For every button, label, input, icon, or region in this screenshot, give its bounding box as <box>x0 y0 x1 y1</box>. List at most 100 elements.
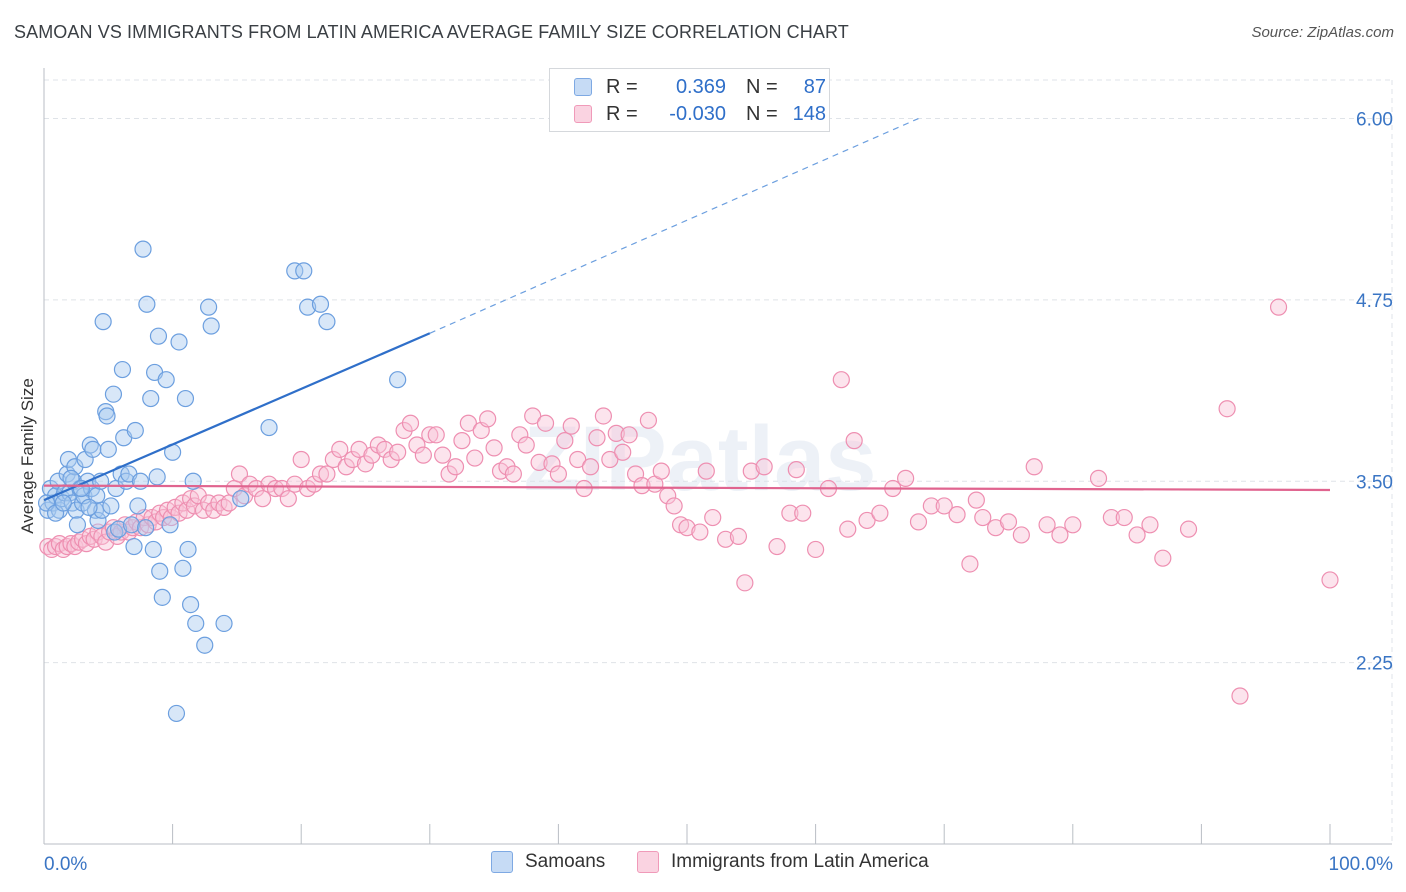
immigrants-point <box>999 513 1018 531</box>
samoans-point <box>122 516 141 534</box>
samoans-point <box>93 501 111 519</box>
immigrants-point <box>266 479 285 498</box>
y-tick-label: 6.00 <box>1356 110 1393 131</box>
immigrants-point <box>1141 516 1159 534</box>
samoans-point <box>295 262 313 280</box>
n-label: N = <box>746 75 778 98</box>
samoans-point <box>153 588 171 606</box>
samoans-point <box>98 407 116 425</box>
samoans-point <box>68 516 87 534</box>
immigrants-point <box>543 455 561 473</box>
source-note: Source: ZipAtlas.com <box>1251 24 1394 41</box>
immigrants-label: Immigrants from Latin America <box>671 851 929 872</box>
immigrants-point <box>858 511 876 530</box>
n-value: 148 <box>792 102 826 125</box>
samoans-point <box>126 421 144 440</box>
samoans-point <box>109 520 128 538</box>
immigrants-point <box>318 465 336 483</box>
immigrants-point <box>755 458 773 476</box>
immigrants-point <box>768 537 786 556</box>
immigrants-point <box>1064 516 1082 534</box>
immigrants-point <box>517 436 535 454</box>
immigrants-point <box>247 479 265 498</box>
immigrants-point <box>1321 571 1339 589</box>
immigrants-point <box>806 540 825 559</box>
samoans-point <box>102 497 120 515</box>
immigrants-point <box>453 432 471 450</box>
samoans-trend-extension <box>429 117 919 334</box>
samoans-trend-line <box>43 332 431 502</box>
immigrants-point <box>504 465 522 483</box>
immigrants-point <box>614 443 632 461</box>
immigrants-point <box>389 443 407 461</box>
immigrants-point <box>530 453 548 472</box>
trend-lines <box>43 117 1331 502</box>
immigrants-point <box>286 475 304 493</box>
x-tick-label-min: 0.0% <box>44 854 87 875</box>
immigrants-point <box>1231 687 1249 705</box>
immigrants-point <box>230 465 249 483</box>
samoans-point <box>311 295 330 313</box>
immigrants-point <box>787 461 805 479</box>
samoans-point <box>157 371 175 389</box>
samoans-point <box>389 371 407 389</box>
immigrants-point <box>511 426 529 444</box>
immigrants-point <box>601 450 619 469</box>
immigrants-point <box>935 497 953 515</box>
immigrants-point <box>562 417 580 435</box>
x-tick-label-max: 100.0% <box>1329 854 1394 875</box>
samoans-point <box>84 440 102 458</box>
immigrants-point <box>691 523 709 541</box>
samoans-point <box>299 298 317 316</box>
immigrants-point <box>524 407 542 425</box>
samoans-point <box>176 389 195 408</box>
samoans-point <box>196 636 214 654</box>
r-value: -0.030 <box>669 102 726 125</box>
immigrants-swatch <box>637 851 659 873</box>
immigrants-point <box>279 490 297 508</box>
immigrants-point <box>581 458 600 476</box>
immigrants-point <box>832 371 850 389</box>
y-axis-label: Average Family Size <box>18 378 37 534</box>
immigrants-point <box>401 414 420 432</box>
samoans-point <box>134 240 152 258</box>
immigrants-point <box>665 497 683 515</box>
immigrants-point <box>556 432 574 450</box>
immigrants-point <box>479 410 497 428</box>
immigrants-point <box>466 449 484 467</box>
legend-swatch-blue <box>574 78 592 96</box>
samoans-point <box>151 562 169 580</box>
immigrants-point <box>974 508 992 527</box>
immigrants-point <box>909 513 928 531</box>
immigrants-point <box>344 450 362 469</box>
series-legend: Samoans Immigrants from Latin America <box>0 851 1406 877</box>
immigrants-point <box>324 450 342 469</box>
legend-item-immigrants[interactable]: Immigrants from Latin America <box>637 851 929 873</box>
samoans-point <box>54 494 72 512</box>
samoans-point <box>89 511 107 530</box>
samoans-point <box>174 559 192 577</box>
samoans-point <box>149 327 168 345</box>
immigrants-point <box>678 519 696 537</box>
r-label: R = <box>606 75 638 98</box>
immigrants-point <box>185 497 204 515</box>
immigrants-point <box>1179 520 1198 538</box>
legend-row-immigrants: R = -0.030 N = 148 <box>574 101 826 127</box>
immigrants-point <box>1038 516 1056 534</box>
immigrants-point <box>839 520 857 538</box>
immigrants-point <box>697 462 715 480</box>
immigrants-point <box>569 450 587 469</box>
samoans-point <box>138 295 156 313</box>
immigrants-point <box>961 555 979 573</box>
samoans-point <box>148 468 166 486</box>
immigrants-point <box>1012 526 1030 544</box>
immigrants-point <box>922 497 940 515</box>
samoans-point <box>260 418 278 437</box>
immigrants-point <box>967 491 985 509</box>
samoans-point <box>179 540 197 559</box>
immigrants-point <box>356 455 375 473</box>
immigrants-point <box>948 506 966 524</box>
immigrants-point <box>292 450 310 469</box>
legend-item-samoans[interactable]: Samoans <box>491 851 605 873</box>
